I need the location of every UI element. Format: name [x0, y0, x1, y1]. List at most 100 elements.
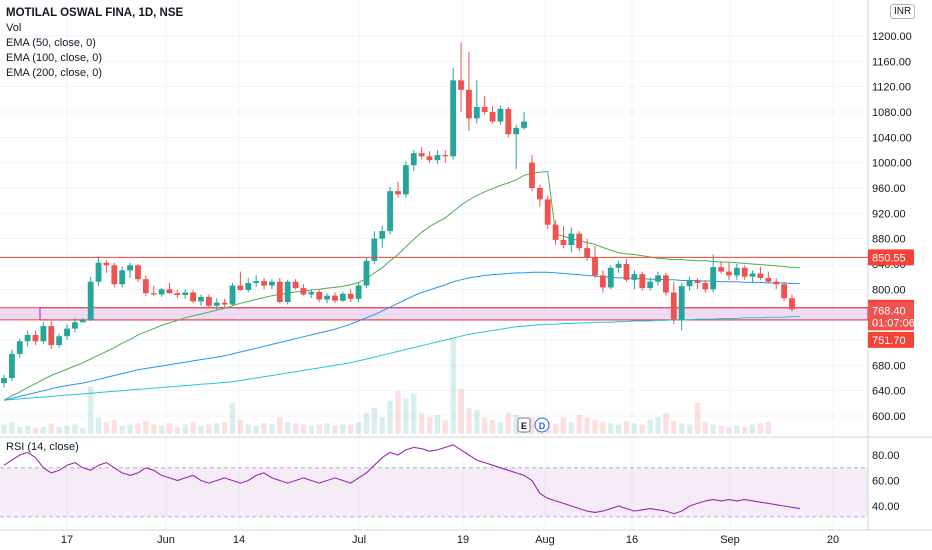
currency-label[interactable]: INR [890, 4, 916, 19]
legend-ema100[interactable]: EMA (100, close, 0) [6, 52, 102, 64]
price-tick-label: 680.00 [872, 360, 906, 372]
price-tick-label: 880.00 [872, 234, 906, 246]
candle-body [190, 292, 197, 302]
time-tick-label: Jun [157, 534, 175, 546]
resistance-badge-text: 850.55 [872, 252, 906, 264]
candle-body [607, 267, 614, 288]
legend-ema200[interactable]: EMA (200, close, 0) [6, 67, 102, 79]
candle-body [24, 334, 31, 342]
volume-bar [56, 426, 62, 434]
candle-body [213, 302, 220, 306]
earnings-marker[interactable]: E [517, 417, 531, 433]
volume-bar [529, 417, 535, 434]
candlesticks [1, 42, 795, 388]
candle [253, 275, 260, 287]
candle [292, 279, 299, 290]
volume-bar [655, 417, 661, 434]
candle-body [269, 281, 275, 286]
candle [426, 151, 433, 163]
volume-bar [87, 386, 94, 434]
time-tick-label: 16 [626, 534, 638, 546]
time-tick-label: 14 [233, 534, 245, 546]
candle [379, 226, 386, 249]
candle [521, 112, 527, 130]
volume-bar [80, 428, 86, 434]
price-tick-label: 800.00 [872, 284, 906, 296]
candle [733, 264, 740, 280]
candle-body [710, 267, 717, 290]
candle-body [32, 334, 39, 342]
legend-volume[interactable]: Vol [6, 22, 22, 34]
candle [529, 155, 535, 192]
candle [442, 150, 449, 163]
candle-body [450, 80, 457, 157]
volume-bar [552, 423, 559, 434]
candle-body [410, 153, 417, 166]
candle [536, 184, 543, 207]
volume-bar [48, 423, 55, 434]
rsi-tick-label: 40.00 [872, 501, 900, 513]
volume-bar [686, 424, 693, 434]
candle-body [647, 281, 654, 289]
candle-body [292, 281, 299, 289]
volume-bar [749, 424, 756, 434]
candle-body [592, 257, 598, 276]
candle-body [300, 288, 307, 295]
legend-ema50[interactable]: EMA (50, close, 0) [6, 37, 96, 49]
zone-bottom-badge: 751.70 [868, 331, 914, 348]
candle [544, 195, 551, 230]
volume-bar [663, 412, 669, 434]
zone-fill [0, 307, 868, 320]
volume-bar [324, 423, 330, 434]
volume-bar [316, 424, 322, 434]
candle-body [655, 275, 661, 282]
candle [497, 105, 504, 125]
candle-body [568, 233, 575, 245]
candle [757, 266, 764, 280]
candle [678, 283, 685, 331]
volume-bar [639, 424, 646, 434]
candle [505, 106, 512, 138]
candle-body [347, 293, 354, 299]
volume-bar [277, 417, 283, 434]
candle-body [623, 264, 630, 280]
dividend-marker[interactable]: D [534, 417, 550, 433]
candle-body [245, 283, 252, 290]
volume-bar [379, 417, 385, 434]
rsi-tick-label: 60.00 [872, 476, 900, 488]
candle-body [166, 289, 173, 294]
volume-bar [741, 426, 748, 434]
candle [205, 294, 212, 309]
rsi-legend[interactable]: RSI (14, close) [6, 441, 79, 453]
volume-bar [371, 407, 378, 434]
volume-bar [206, 424, 212, 434]
last-price-badge-box [868, 302, 914, 331]
volume-bar [757, 423, 764, 434]
volume-bar [182, 424, 188, 434]
volume-bar [119, 425, 125, 434]
candle-body [182, 292, 189, 296]
candle-body [442, 155, 449, 157]
chart-legend: MOTILAL OSWAL FINA, 1D, NSE Vol EMA (50,… [6, 6, 183, 81]
volume-bar [615, 424, 622, 434]
candle-body [599, 275, 606, 288]
candle-body [521, 121, 527, 128]
volume-bar [678, 423, 685, 434]
volume-bar [584, 417, 590, 434]
volume-bar [135, 423, 141, 434]
candle-body [473, 106, 480, 119]
candle-body [284, 281, 291, 302]
candle-body [1, 378, 7, 384]
candle [284, 279, 291, 305]
symbol-title[interactable]: MOTILAL OSWAL FINA, 1D, NSE [6, 7, 184, 19]
volume-bar [489, 419, 496, 434]
candle [781, 281, 788, 301]
candle [670, 281, 677, 325]
candle-body [95, 262, 102, 282]
candle [647, 277, 654, 291]
candle [702, 279, 709, 293]
candle [135, 264, 141, 282]
candle [592, 246, 598, 278]
